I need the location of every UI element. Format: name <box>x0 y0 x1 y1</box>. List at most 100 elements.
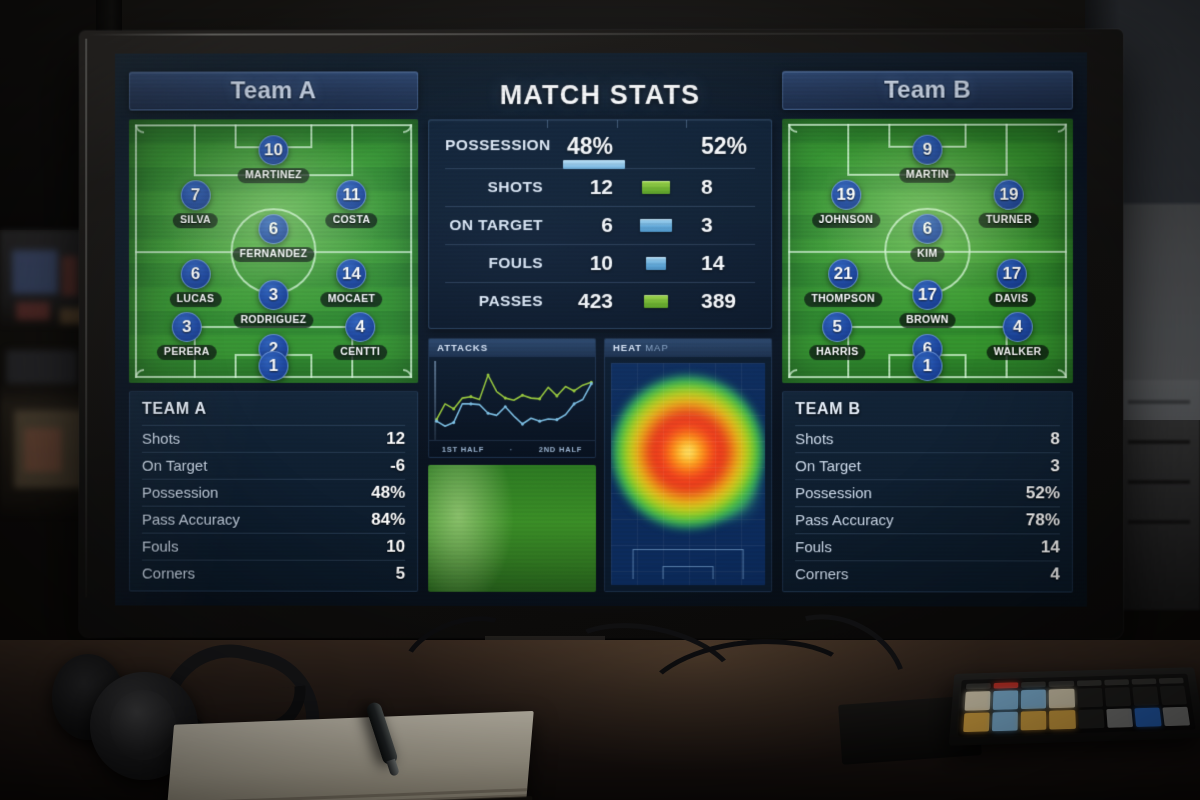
possession-bar-fill <box>562 159 625 170</box>
player-marker[interactable]: 4 WALKER <box>969 311 1065 360</box>
table-row: On Target 3 <box>795 452 1060 480</box>
chart-data-point <box>589 382 593 386</box>
chart-data-point <box>504 405 507 409</box>
player-number: 9 <box>912 134 943 165</box>
player-marker[interactable]: 10 MARTINEZ <box>226 135 322 184</box>
player-marker[interactable]: 2 <box>226 333 322 364</box>
attacks-chart: 1ST HALF · 2ND HALF <box>429 357 596 457</box>
heatmap-widget-header: HEAT MAP <box>604 339 772 358</box>
player-marker[interactable]: 1· GOMEZ · <box>226 351 322 383</box>
match-stat-bar-fill <box>643 294 669 308</box>
heatmap-widget[interactable]: HEAT MAP <box>603 338 773 593</box>
player-marker[interactable]: 11 COSTA <box>304 179 400 228</box>
player-marker[interactable]: 3 PERERA <box>139 311 235 360</box>
player-marker[interactable]: 5 HARRIS <box>789 311 885 360</box>
control-key[interactable] <box>1159 685 1187 705</box>
attacks-widget[interactable]: ATTACKS 1ST HALF · 2ND HALF <box>428 337 597 458</box>
match-stat-value-team-a: 12 <box>589 175 613 199</box>
match-stat-value-team-b: 52% <box>701 132 748 159</box>
player-name: MOCAET <box>320 291 383 307</box>
control-key[interactable] <box>1105 707 1133 728</box>
control-key[interactable] <box>1076 687 1103 708</box>
table-row: Corners 4 <box>795 560 1060 588</box>
table-row: Corners 5 <box>141 559 406 587</box>
stat-label: Pass Accuracy <box>795 511 894 529</box>
monitor-screen: Team A 10 MARTINEZ 7 SILVA 11 COSTA 6 FERNANDEZ… <box>115 52 1088 607</box>
stat-value: -6 <box>390 455 406 475</box>
table-row: Pass Accuracy 84% <box>141 505 406 533</box>
broadcast-control-panel[interactable] <box>948 667 1200 746</box>
player-number: 3 <box>171 311 202 342</box>
team-a-pitch: 10 MARTINEZ 7 SILVA 11 COSTA 6 FERNANDEZ 6 LUCAS 1… <box>128 119 419 383</box>
player-marker[interactable]: 17 BROWN <box>879 279 975 328</box>
player-number: 1 <box>258 351 289 382</box>
stat-value: 84% <box>371 509 406 529</box>
match-stat-bar <box>625 180 687 194</box>
control-key[interactable] <box>992 711 1019 732</box>
match-stat-bar-fill <box>646 256 666 270</box>
match-stat-row: ON TARGET 6 3 <box>445 205 756 245</box>
stat-value: 14 <box>1040 537 1060 557</box>
player-number: 21 <box>828 258 859 289</box>
player-name: DAVIS <box>988 291 1036 307</box>
player-name: SILVA <box>172 212 218 228</box>
control-key[interactable] <box>1162 706 1191 727</box>
table-row: Fouls 10 <box>141 532 406 560</box>
control-indicator <box>1131 678 1157 685</box>
player-marker[interactable]: 6 FERNANDEZ <box>226 214 322 263</box>
control-indicator <box>965 683 991 690</box>
chart-line-team-a <box>436 374 592 421</box>
control-key[interactable] <box>1049 709 1076 730</box>
stat-label: Shots <box>141 430 181 448</box>
match-stat-value-team-a: 48% <box>566 132 613 159</box>
control-key[interactable] <box>1049 688 1075 708</box>
control-key[interactable] <box>1134 707 1162 727</box>
player-marker[interactable]: 6 LUCAS <box>148 258 244 307</box>
control-key[interactable] <box>1077 708 1105 729</box>
player-number: 11 <box>336 179 367 210</box>
control-key[interactable] <box>963 712 990 733</box>
control-key[interactable] <box>964 691 991 711</box>
control-key[interactable] <box>992 690 1019 710</box>
team-b-header: Team B <box>782 70 1073 111</box>
player-marker[interactable]: 7 SILVA <box>148 180 244 228</box>
control-indicator <box>1048 680 1074 688</box>
player-marker[interactable]: 1· LEWIS · <box>879 351 975 383</box>
stat-label: Fouls <box>795 538 832 556</box>
match-stat-row: PASSES 423 389 <box>445 281 756 321</box>
control-key[interactable] <box>1132 686 1159 706</box>
player-marker[interactable]: 4 CENTTI <box>312 311 408 360</box>
table-row: Pass Accuracy 78% <box>795 506 1060 534</box>
player-number: 17 <box>996 258 1027 289</box>
player-marker[interactable]: 9 MARTIN <box>879 134 975 183</box>
player-marker[interactable]: 19 JOHNSON <box>798 179 894 228</box>
pitch-markings-b <box>782 119 1073 383</box>
player-marker[interactable]: 6 <box>879 333 975 364</box>
player-number: 14 <box>336 258 367 289</box>
player-number: 4 <box>1002 311 1033 342</box>
chart-data-point <box>521 422 525 426</box>
notebook <box>159 710 534 800</box>
player-name: KIM <box>910 246 945 262</box>
control-key[interactable] <box>1020 710 1047 731</box>
control-key[interactable] <box>1021 689 1047 709</box>
stat-label: On Target <box>141 457 208 475</box>
player-marker[interactable]: 21 THOMPSON <box>795 258 891 307</box>
chart-data-point <box>555 418 559 422</box>
control-key[interactable] <box>1104 687 1131 707</box>
stat-value: 5 <box>395 563 406 583</box>
player-marker[interactable]: 3 RODRIGUEZ <box>226 279 322 328</box>
stat-label: Fouls <box>141 538 179 556</box>
match-stat-bar <box>625 256 687 270</box>
player-marker[interactable]: 14 MOCAET <box>304 258 400 307</box>
team-b-stats-title: TEAM B <box>795 401 861 419</box>
heatmap-title-dim: MAP <box>645 342 669 354</box>
stat-label: Corners <box>795 565 849 583</box>
player-marker[interactable]: 19 TURNER <box>961 179 1057 228</box>
pitch-trail-widget[interactable] <box>428 464 597 592</box>
player-marker[interactable]: 17 DAVIS <box>964 258 1060 307</box>
player-number: 5 <box>822 311 853 342</box>
player-name: TURNER <box>978 212 1039 228</box>
chart-data-point <box>469 395 473 399</box>
player-marker[interactable]: 6 KIM <box>879 213 975 262</box>
